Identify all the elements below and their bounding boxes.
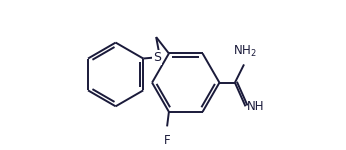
Text: NH: NH [246,100,264,113]
Text: F: F [164,134,170,147]
Text: NH$_2$: NH$_2$ [233,44,257,59]
Text: S: S [153,51,161,64]
